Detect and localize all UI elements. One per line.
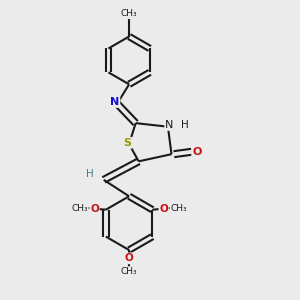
- Text: O: O: [192, 147, 202, 157]
- Text: O: O: [125, 254, 134, 263]
- Text: CH₃: CH₃: [71, 204, 88, 213]
- Text: H: H: [85, 169, 93, 179]
- Text: O: O: [159, 203, 168, 214]
- Text: CH₃: CH₃: [170, 204, 187, 213]
- Text: O: O: [90, 203, 99, 214]
- Text: N: N: [165, 120, 174, 130]
- Text: N: N: [110, 97, 119, 107]
- Text: CH₃: CH₃: [121, 267, 137, 276]
- Text: CH₃: CH₃: [121, 9, 137, 18]
- Text: S: S: [124, 138, 132, 148]
- Text: H: H: [182, 120, 189, 130]
